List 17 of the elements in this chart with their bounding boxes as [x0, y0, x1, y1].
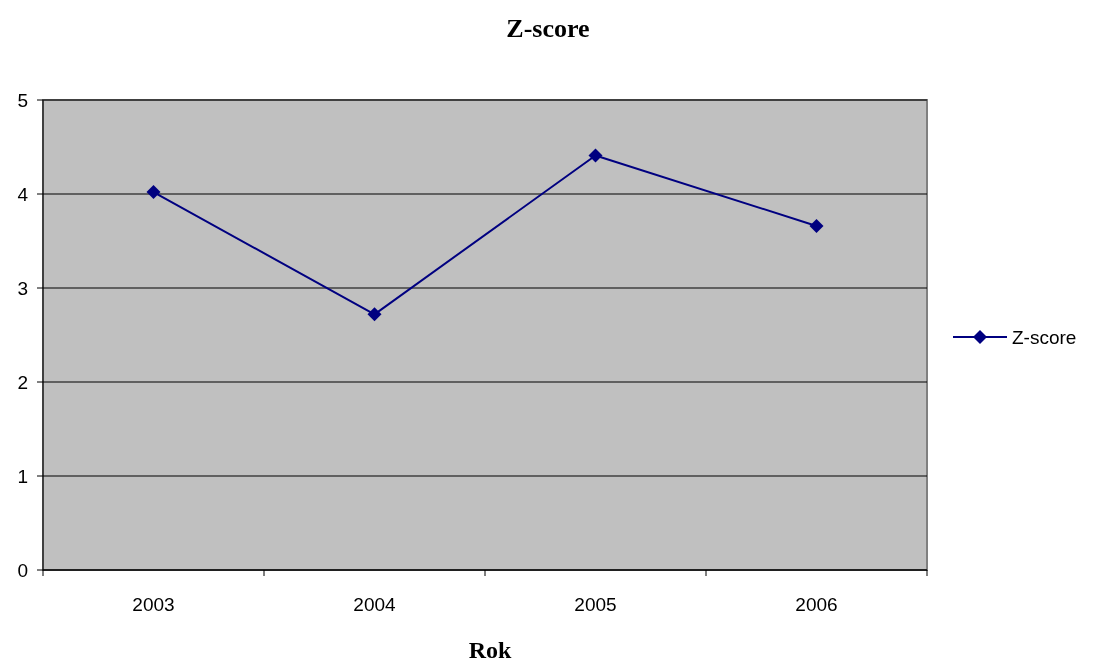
- x-axis-title: Rok: [468, 637, 512, 661]
- x-tick-label: 2005: [574, 594, 617, 615]
- point: [146, 185, 161, 200]
- y-tick-label: 5: [17, 90, 28, 111]
- y-tick-label: 3: [17, 278, 28, 299]
- point: [588, 148, 603, 163]
- x-tick-label: 2006: [795, 594, 838, 615]
- x-tick-label: 2003: [132, 594, 175, 615]
- y-tick-label: 0: [17, 560, 28, 581]
- x-tick-label: 2004: [353, 594, 397, 615]
- y-tick-label: 4: [17, 184, 29, 205]
- point: [809, 218, 824, 233]
- chart-title: Z-score: [506, 14, 590, 43]
- point: [367, 307, 382, 322]
- legend-label: Z-score: [1012, 327, 1077, 348]
- y-tick-label: 2: [17, 372, 28, 393]
- y-tick-label: 1: [17, 466, 28, 487]
